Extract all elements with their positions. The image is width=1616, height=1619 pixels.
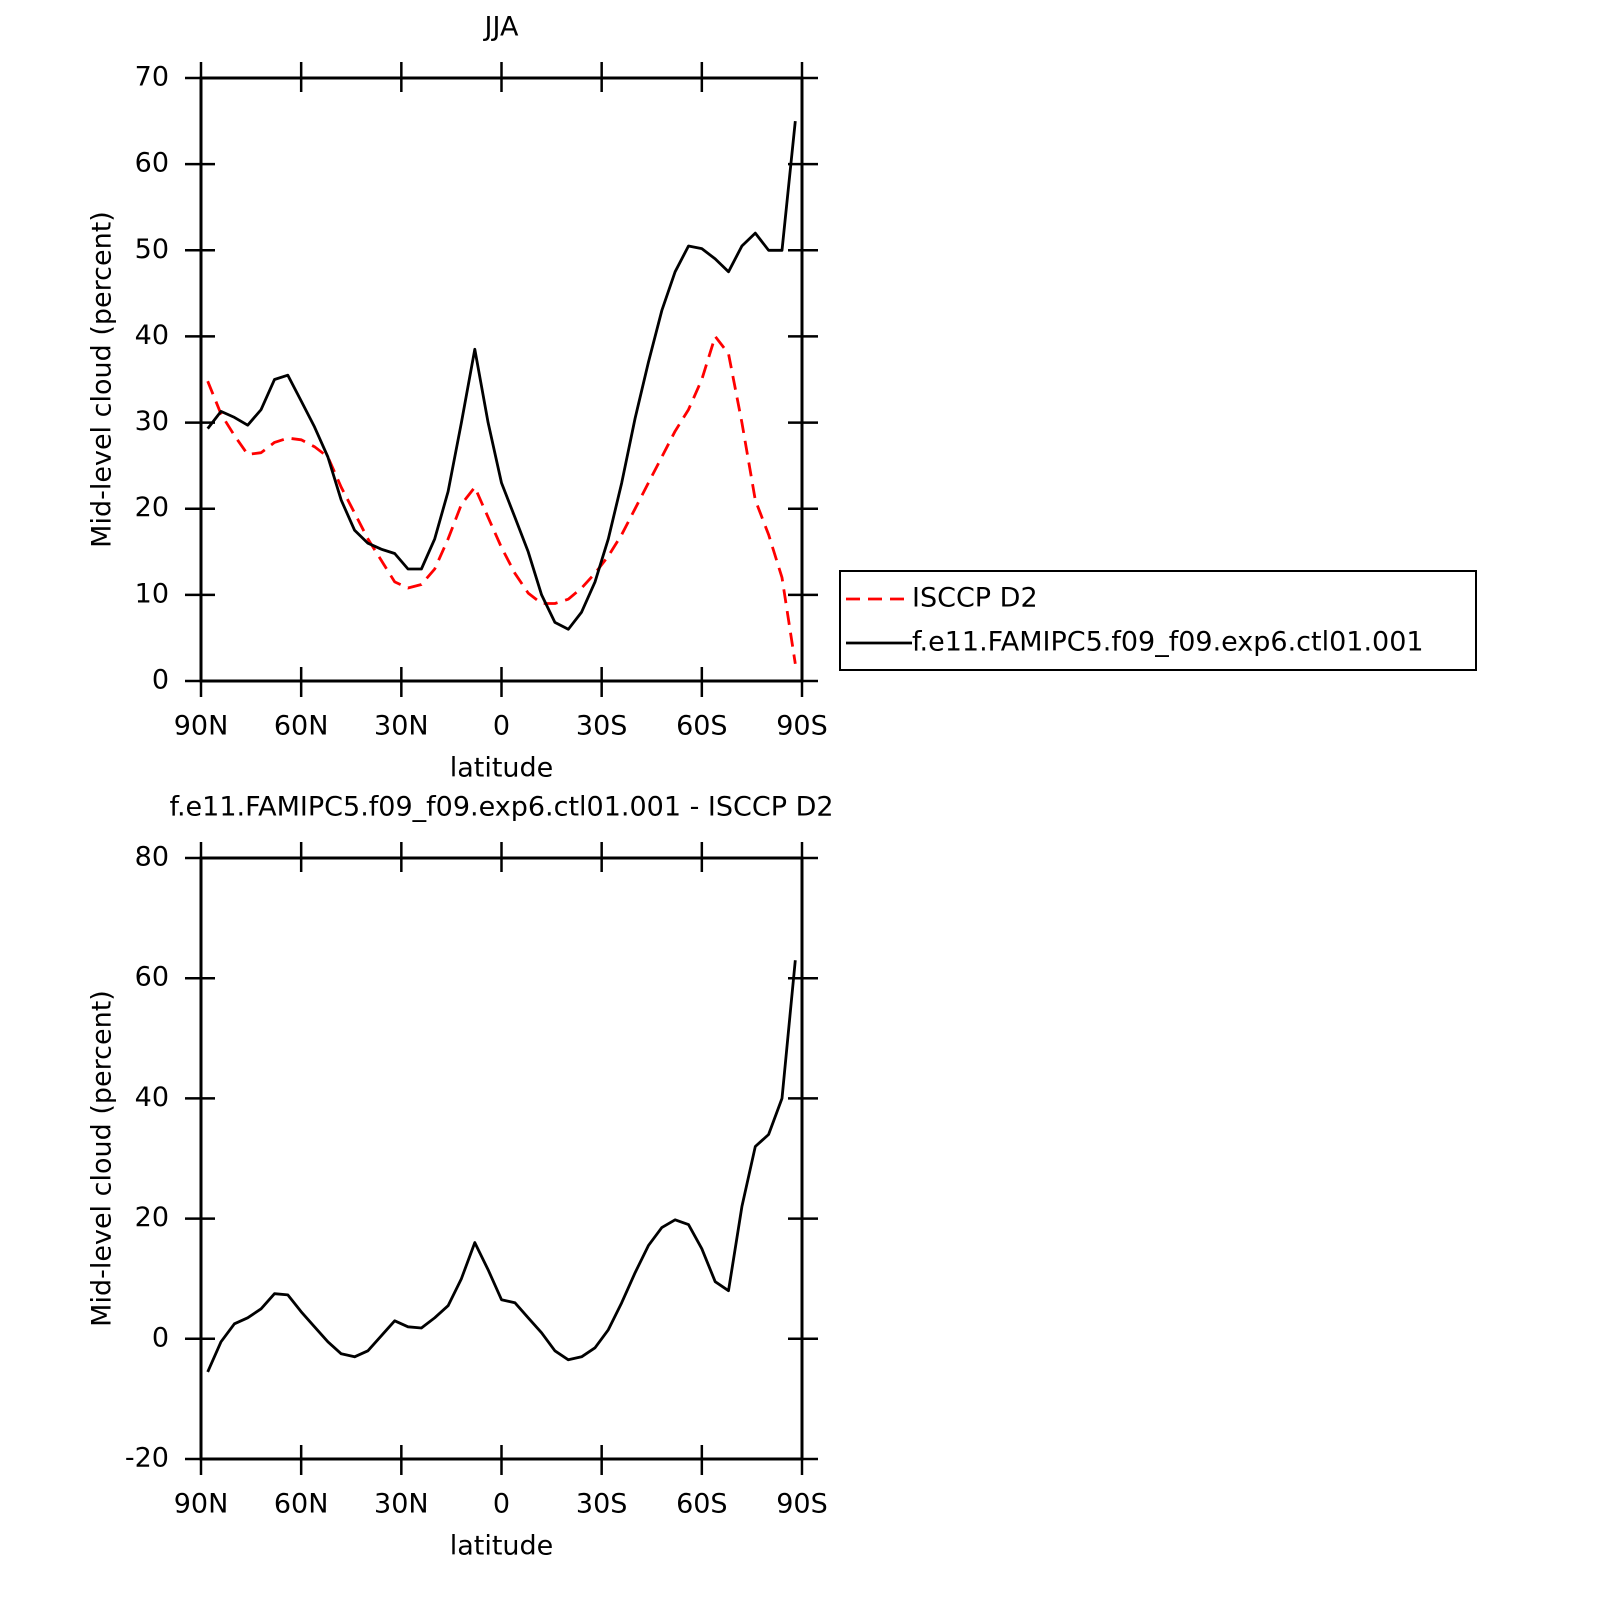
x-tick-label: 30S	[576, 711, 628, 742]
chart-title: JJA	[483, 12, 519, 43]
y-tick-label: 60	[135, 962, 169, 993]
x-axis-label: latitude	[450, 1531, 554, 1562]
x-tick-label: 0	[493, 1489, 510, 1520]
x-tick-label: 90S	[776, 711, 828, 742]
x-tick-label: 60N	[274, 711, 329, 742]
x-tick-label: 60N	[274, 1489, 329, 1520]
series-line	[206, 960, 797, 1373]
x-tick-label: 90N	[174, 711, 229, 742]
legend-label: f.e11.FAMIPC5.f09_f09.exp6.ctl01.001	[912, 627, 1424, 658]
y-tick-label: 20	[135, 1202, 169, 1233]
legend-label: ISCCP D2	[912, 583, 1038, 614]
x-tick-label: 90S	[776, 1489, 828, 1520]
x-tick-label: 90N	[174, 1489, 229, 1520]
x-tick-label: 30N	[374, 711, 429, 742]
plot-frame	[199, 76, 804, 683]
y-tick-label: 50	[135, 234, 169, 265]
chart-title: f.e11.FAMIPC5.f09_f09.exp6.ctl01.001 - I…	[169, 792, 833, 823]
y-axis-label: Mid-level cloud (percent)	[87, 211, 118, 548]
y-tick-label: 30	[135, 406, 169, 437]
y-tick-label: 20	[135, 492, 169, 523]
x-tick-label: 0	[493, 711, 510, 742]
y-tick-label: 40	[135, 320, 169, 351]
x-tick-label: 30N	[374, 1489, 429, 1520]
y-tick-label: 60	[135, 148, 169, 179]
x-tick-label: 30S	[576, 1489, 628, 1520]
y-axis-label: Mid-level cloud (percent)	[87, 990, 118, 1327]
series-line	[206, 335, 797, 665]
y-tick-label: 80	[135, 842, 169, 873]
y-tick-label: 10	[135, 578, 169, 609]
x-axis-label: latitude	[450, 753, 554, 784]
legend-box	[839, 570, 1477, 671]
plot-frame	[199, 856, 804, 1461]
y-tick-label: -20	[125, 1443, 169, 1474]
x-tick-label: 60S	[676, 1489, 728, 1520]
y-tick-label: 70	[135, 62, 169, 93]
y-tick-label: 40	[135, 1082, 169, 1113]
series-line	[206, 120, 797, 631]
x-tick-label: 60S	[676, 711, 728, 742]
y-tick-label: 0	[152, 665, 169, 696]
y-tick-label: 0	[152, 1322, 169, 1353]
